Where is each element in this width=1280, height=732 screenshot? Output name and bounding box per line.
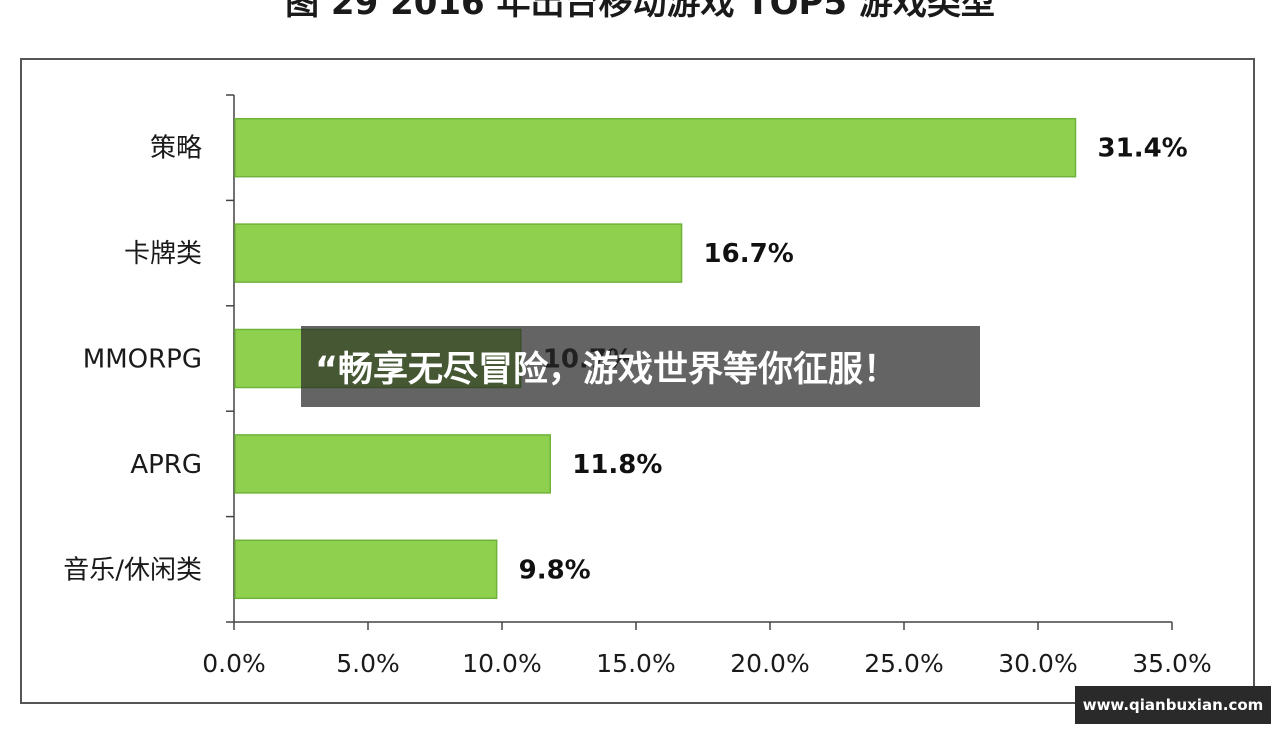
category-label: MMORPG — [83, 345, 202, 375]
x-tick-label: 15.0% — [596, 649, 675, 678]
watermark: www.qianbuxian.com — [1075, 686, 1271, 724]
x-tick-label: 0.0% — [202, 649, 266, 678]
bar — [234, 434, 551, 494]
category-label: 策略 — [150, 134, 202, 164]
data-label: 11.8% — [572, 450, 662, 480]
category-label: APRG — [130, 450, 202, 480]
category-label: 卡牌类 — [124, 239, 202, 269]
data-label: 16.7% — [704, 239, 794, 269]
bar — [234, 117, 1077, 178]
x-tick-label: 25.0% — [864, 649, 943, 678]
overlay-banner: “畅享无尽冒险，游戏世界等你征服！ — [301, 326, 980, 407]
x-tick-label: 10.0% — [462, 649, 541, 678]
bar — [234, 539, 498, 600]
overlay-text: “畅享无尽冒险，游戏世界等你征服！ — [315, 350, 899, 390]
bar — [234, 223, 683, 283]
x-tick-label: 20.0% — [730, 649, 809, 678]
data-label: 31.4% — [1098, 134, 1188, 164]
chart-title: 图 29 2016 年出台移动游戏 TOP5 游戏类型 — [285, 0, 995, 23]
data-label: 9.8% — [519, 555, 591, 585]
x-tick-label: 5.0% — [336, 649, 400, 678]
x-tick-label: 35.0% — [1132, 649, 1211, 678]
ticks-group: 0.0% 5.0% 10.0% 15.0% 20.0% 25.0% 30.0% 35.0% — [202, 94, 1212, 678]
x-tick-label: 30.0% — [998, 649, 1077, 678]
category-label: 音乐/休闲类 — [63, 555, 202, 585]
